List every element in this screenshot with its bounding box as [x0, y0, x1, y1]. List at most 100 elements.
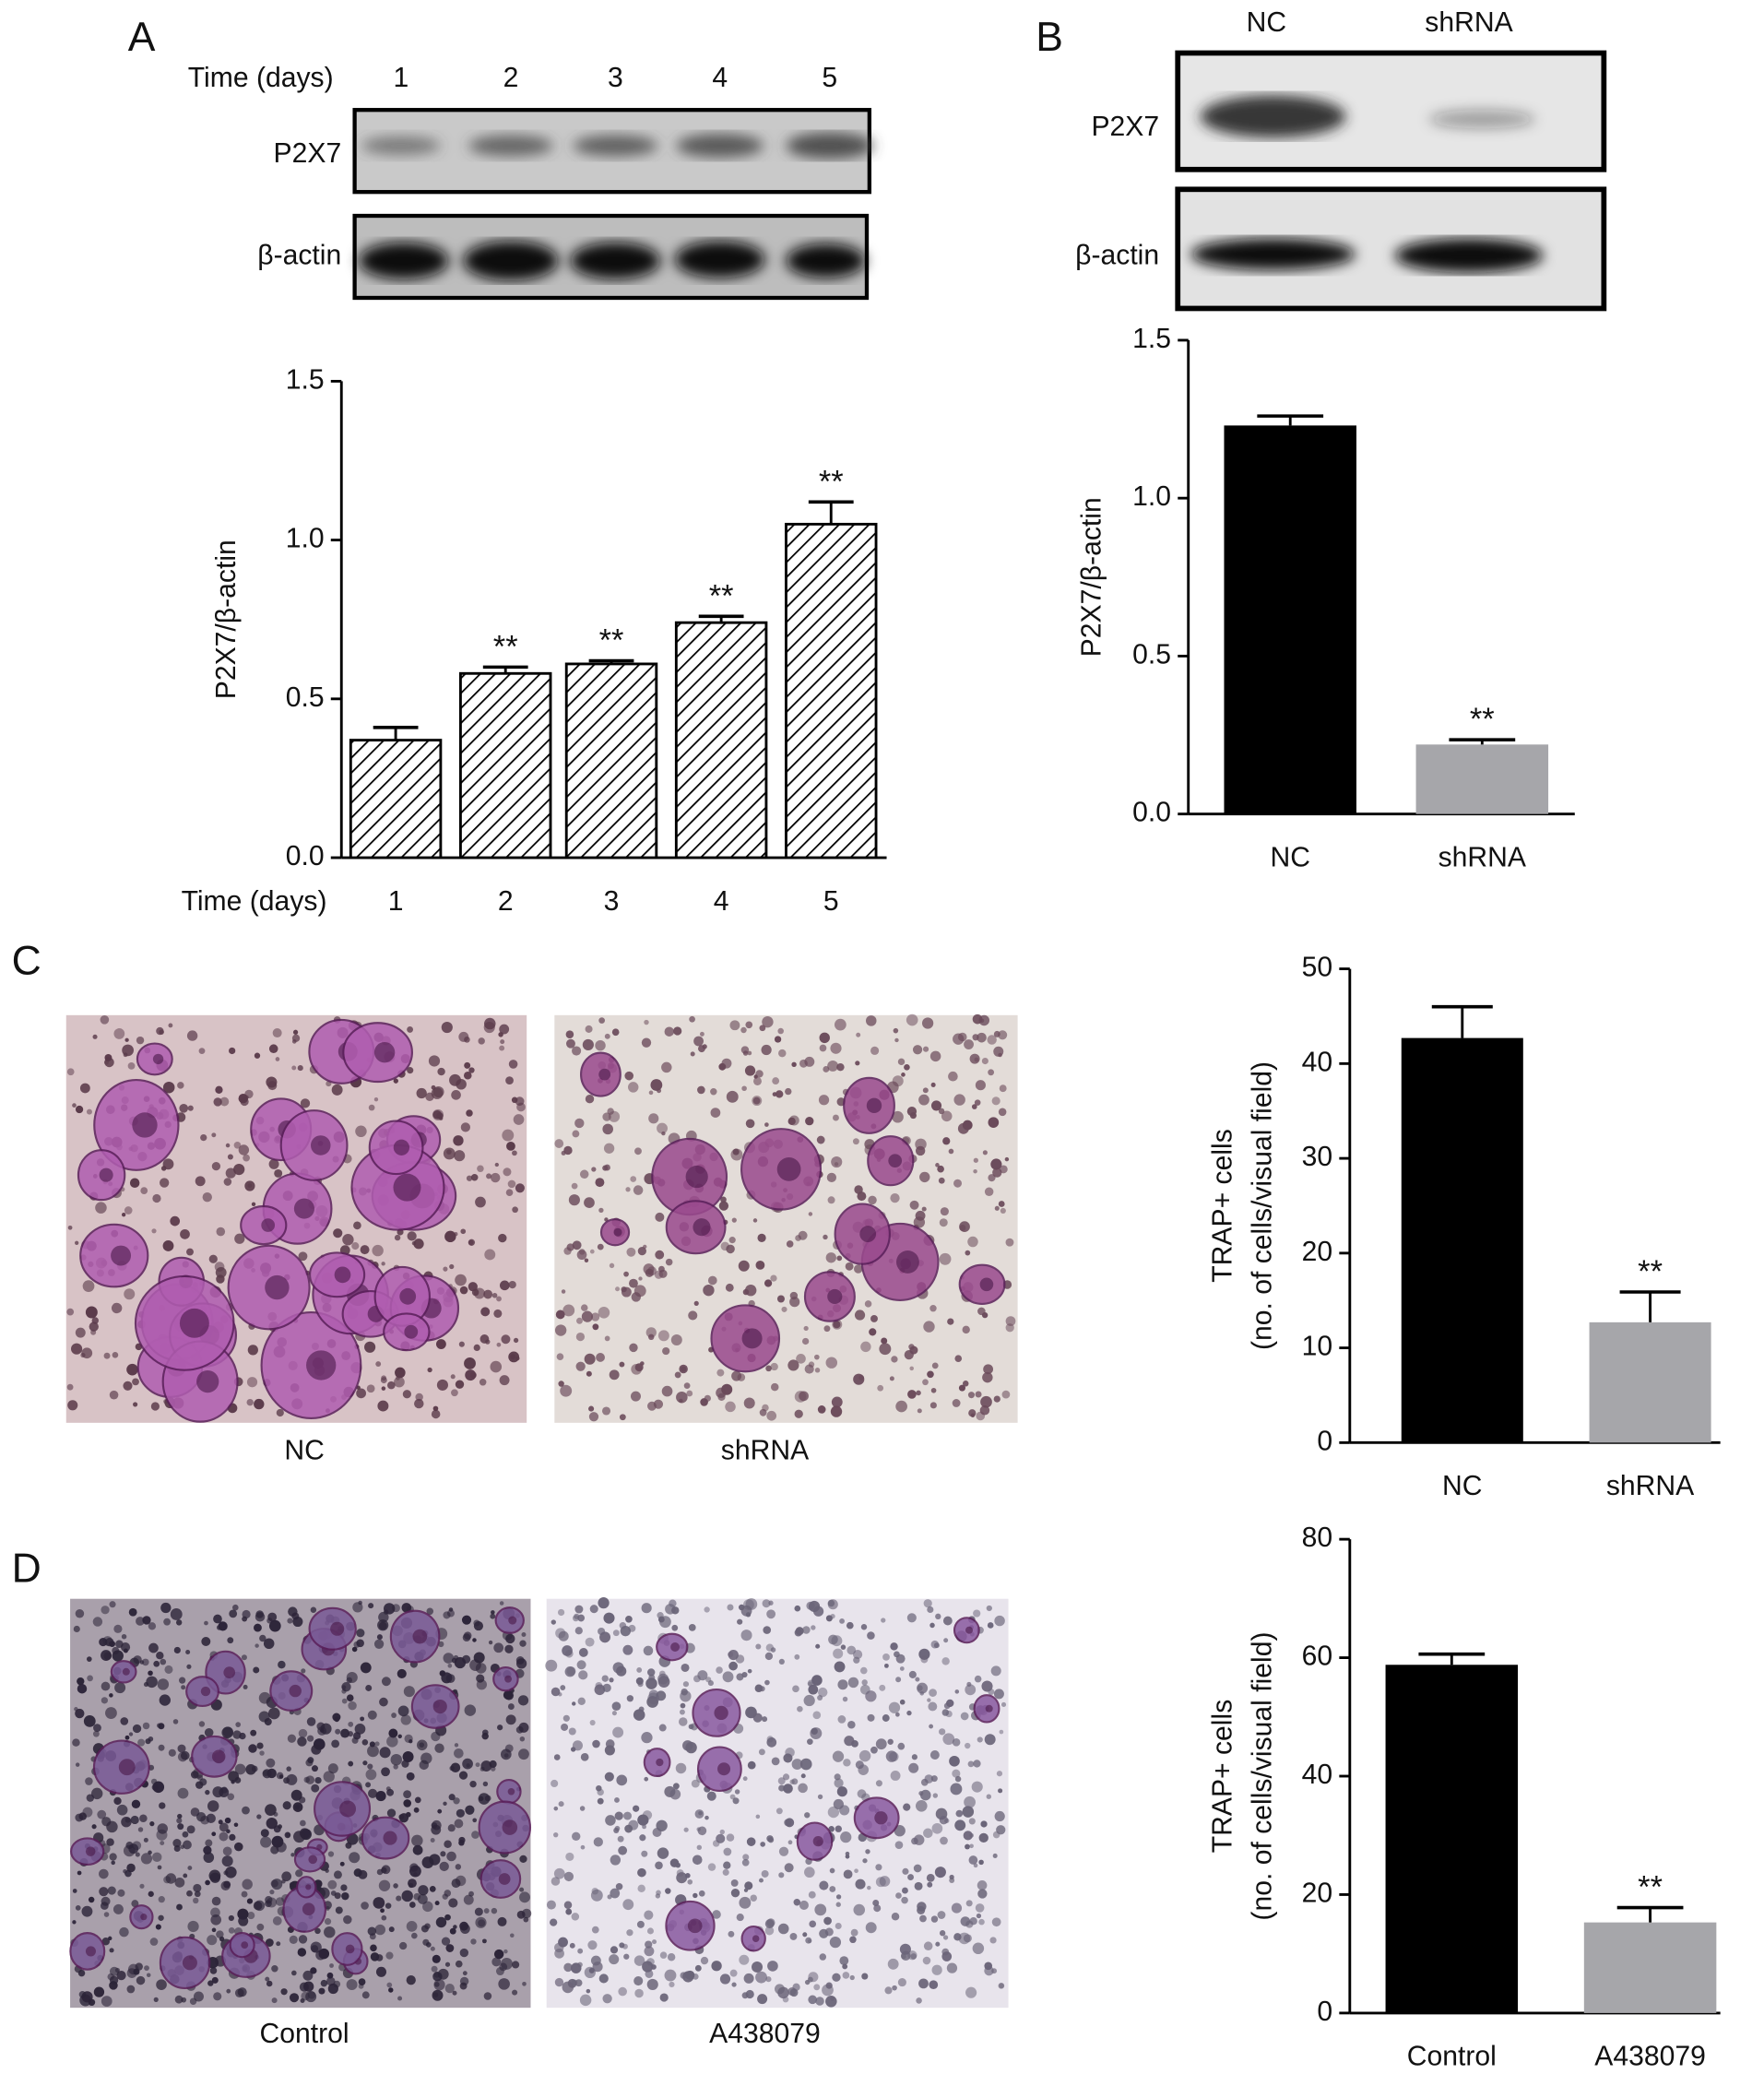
- cell: [834, 1661, 846, 1673]
- cell: [388, 1728, 398, 1738]
- cell: [739, 1896, 752, 1909]
- cell: [455, 1875, 467, 1887]
- cell: [891, 1356, 898, 1363]
- cell: [202, 1191, 212, 1203]
- cell: [646, 1696, 658, 1708]
- cell: [105, 1707, 117, 1719]
- cell: [698, 1810, 703, 1816]
- cell: [140, 1187, 148, 1194]
- cell: [752, 1076, 762, 1085]
- cell: [507, 1703, 515, 1710]
- cell: [835, 1923, 842, 1930]
- cell: [320, 1728, 325, 1733]
- cell: [745, 1021, 753, 1029]
- cell: [565, 1649, 574, 1658]
- cell: [728, 1930, 735, 1938]
- cell: [988, 1117, 1000, 1128]
- cell: [648, 1674, 656, 1681]
- y-tick-label: 40: [1302, 1047, 1333, 1077]
- cell: [612, 1630, 620, 1637]
- cell: [460, 1228, 467, 1235]
- cell: [109, 1390, 119, 1400]
- cell: [979, 1405, 990, 1416]
- cell: [794, 1409, 803, 1418]
- cell: [580, 1844, 586, 1850]
- cell: [550, 1918, 558, 1926]
- cell: [247, 1345, 258, 1356]
- cell: [513, 1337, 519, 1344]
- cell: [755, 1643, 762, 1650]
- cell: [889, 1751, 899, 1762]
- cell: [633, 1709, 645, 1721]
- cell: [223, 1880, 231, 1889]
- cell: [823, 1234, 828, 1240]
- cell: [634, 1363, 644, 1372]
- cell: [435, 1339, 446, 1349]
- x-tick-label: 2: [498, 886, 514, 917]
- cell: [901, 1896, 908, 1904]
- cell: [960, 1916, 971, 1926]
- cell: [553, 1754, 561, 1760]
- cell: [113, 1624, 123, 1633]
- cell: [379, 1747, 391, 1759]
- cell: [826, 1172, 837, 1183]
- cell: [158, 1744, 165, 1751]
- cell: [669, 1981, 675, 1988]
- cell: [149, 1821, 155, 1827]
- cell: [238, 1144, 250, 1156]
- cell: [362, 1760, 368, 1766]
- cell: [561, 1150, 566, 1156]
- cell: [825, 1615, 833, 1622]
- cell: [242, 1878, 253, 1890]
- cell: [507, 1179, 516, 1189]
- cell: [690, 1051, 695, 1057]
- cell: [840, 1644, 846, 1650]
- cell: [172, 1719, 179, 1724]
- cell: [551, 1779, 559, 1788]
- nucleus: [211, 1749, 226, 1764]
- cell: [693, 1892, 698, 1899]
- y-tick-label: 0.5: [286, 682, 325, 713]
- cell: [895, 1653, 906, 1664]
- cell: [575, 1332, 586, 1342]
- cell: [399, 1941, 408, 1950]
- cell: [593, 1837, 603, 1847]
- cell: [930, 1082, 936, 1087]
- cell: [937, 1911, 946, 1919]
- cell: [943, 1638, 949, 1643]
- cell: [762, 1599, 771, 1608]
- cell: [479, 1334, 490, 1344]
- cell: [894, 1037, 899, 1043]
- cell: [750, 1894, 757, 1902]
- cell: [973, 1609, 981, 1618]
- cell: [906, 1710, 912, 1716]
- cell: [124, 1206, 133, 1215]
- cell: [908, 1762, 919, 1773]
- cell: [183, 1840, 192, 1850]
- y-axis-label: P2X7/β-actin: [1076, 497, 1107, 657]
- cell: [687, 1878, 693, 1885]
- cell: [915, 1677, 920, 1682]
- cell: [186, 1890, 193, 1897]
- cell: [877, 1384, 884, 1392]
- cell: [655, 1250, 665, 1260]
- cell: [921, 1017, 934, 1029]
- cell: [505, 1714, 516, 1725]
- cell: [737, 1373, 746, 1381]
- cell: [929, 1750, 940, 1760]
- cell: [799, 1900, 809, 1910]
- cell: [675, 1762, 687, 1774]
- cell: [597, 1797, 604, 1805]
- cell: [361, 1902, 369, 1910]
- cell: [707, 1863, 716, 1871]
- cell: [441, 1937, 451, 1946]
- cell: [483, 1908, 490, 1914]
- nucleus: [265, 1274, 290, 1300]
- cell: [174, 1877, 185, 1888]
- cell: [148, 1890, 154, 1897]
- cell: [591, 1167, 597, 1172]
- cell: [917, 1408, 922, 1414]
- cell: [447, 1824, 456, 1832]
- cell: [672, 1783, 680, 1790]
- cell: [504, 1744, 514, 1753]
